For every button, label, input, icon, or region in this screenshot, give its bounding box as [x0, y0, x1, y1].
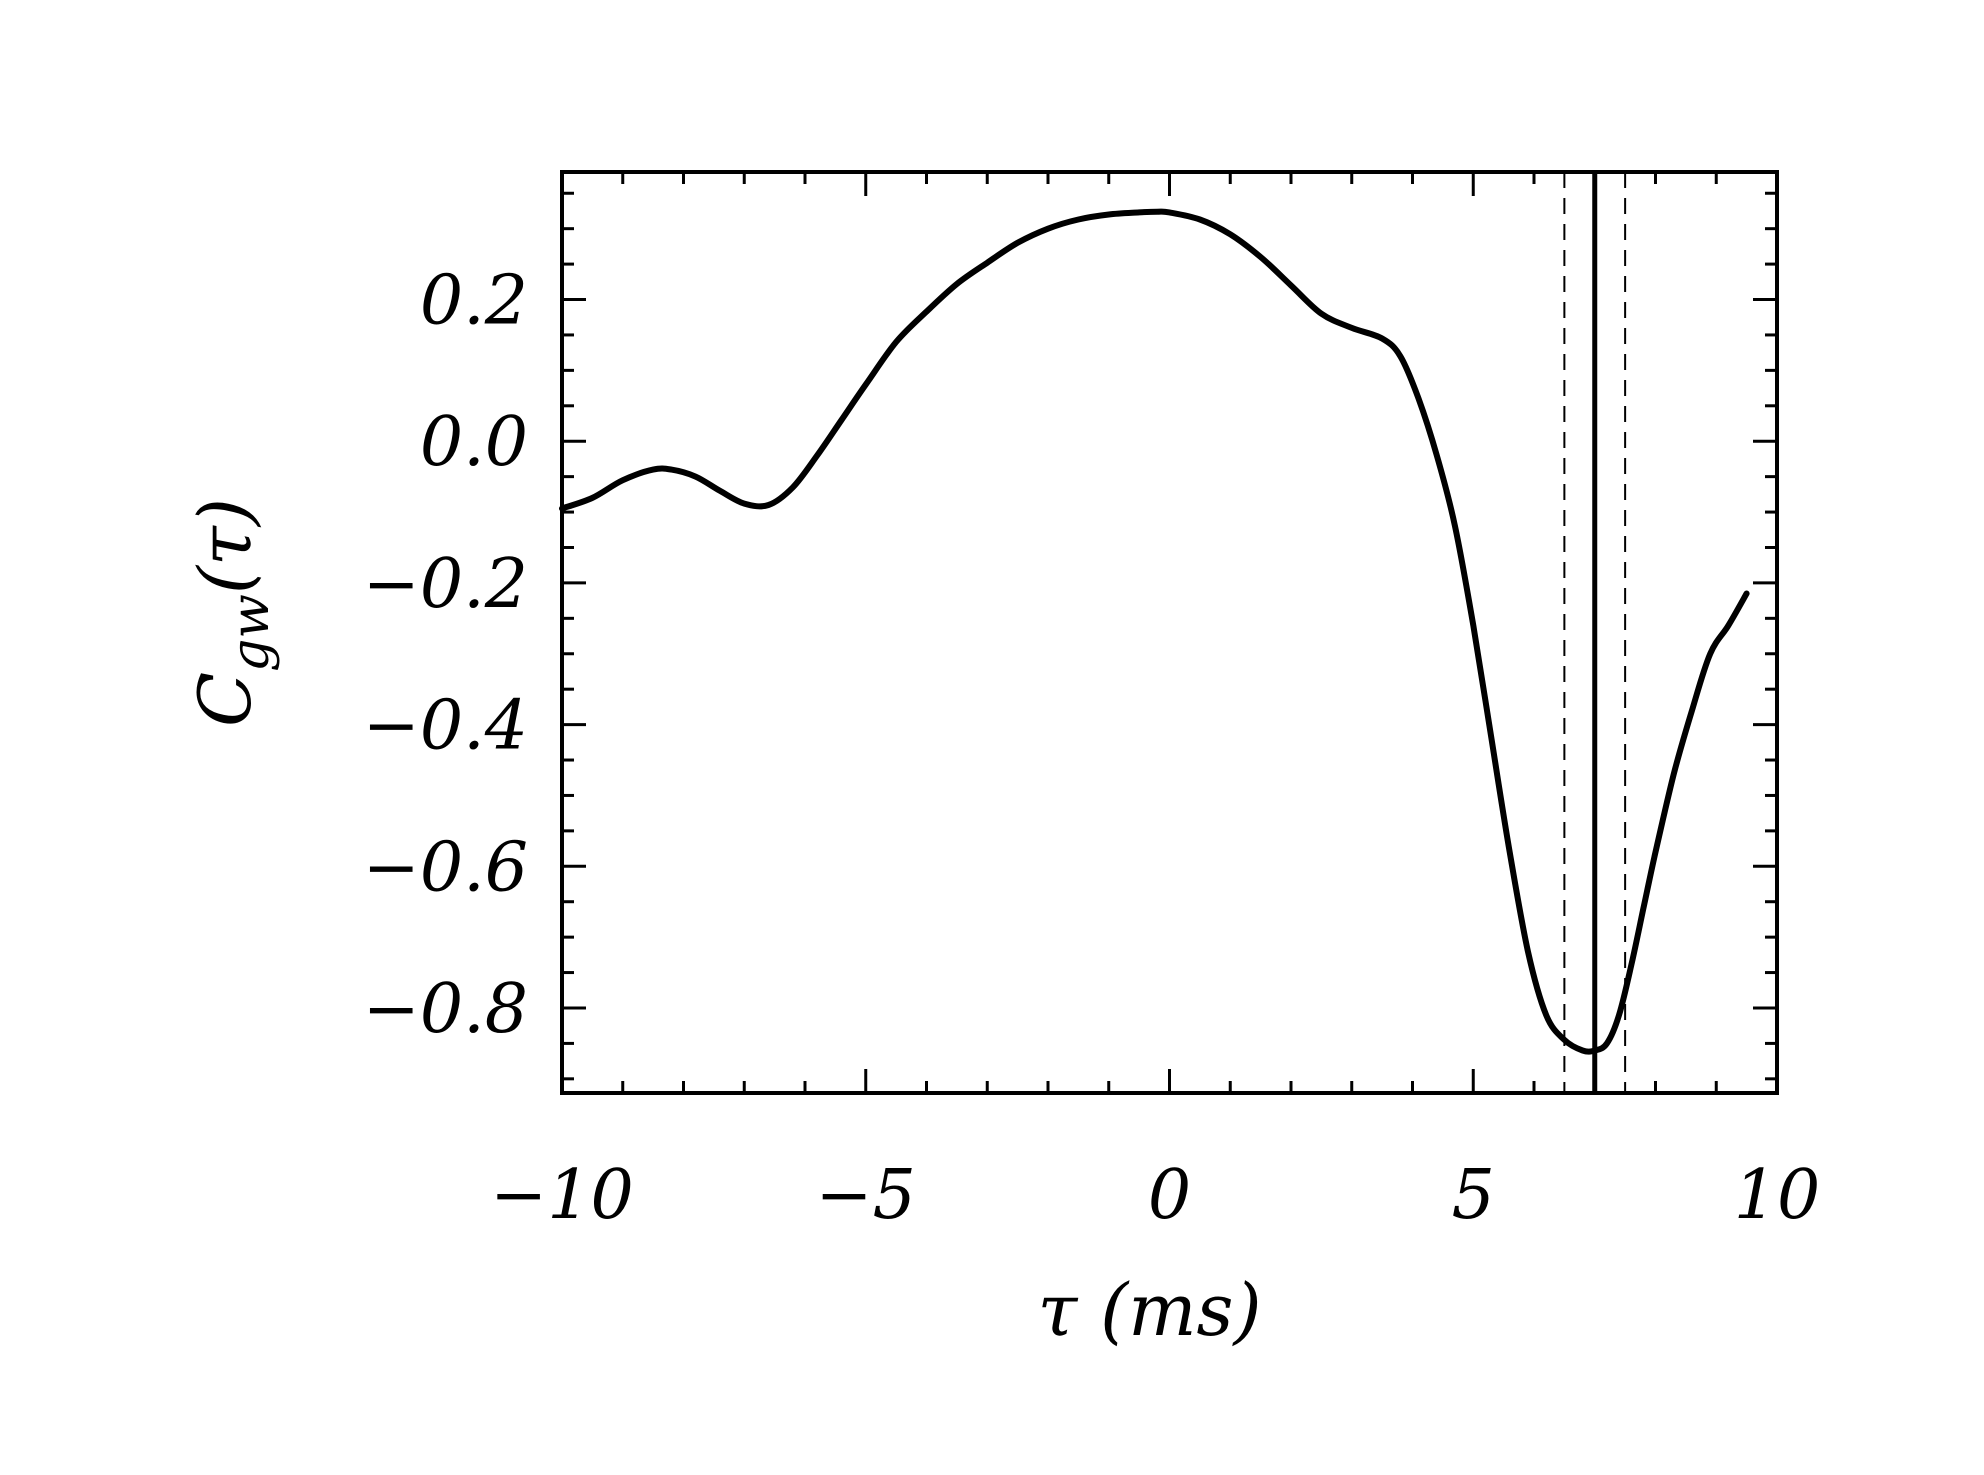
x-tick-label: −10	[490, 1156, 634, 1235]
y-title-base: C	[183, 672, 267, 727]
y-title-argument: (τ)	[183, 498, 267, 594]
x-tick-label: 10	[1734, 1156, 1821, 1235]
plot-frame	[560, 170, 1779, 1095]
y-tick-label: 0.2	[420, 262, 528, 341]
y-tick-label: −0.2	[363, 545, 528, 624]
y-tick-label: −0.8	[363, 970, 528, 1049]
series-layer	[559, 208, 1750, 1055]
tick-labels: −10 −5 0 5 10 −0.8 −0.6 −0.4 −0.2 0.0 0.2	[363, 262, 1820, 1235]
x-axis-title: τ (ms)	[1037, 1268, 1261, 1352]
x-tick-label: −5	[816, 1156, 916, 1235]
y-axis-title: Cgw(τ)	[183, 498, 281, 727]
y-tick-label: −0.6	[363, 828, 528, 907]
series-line	[559, 208, 1750, 1055]
y-tick-label: −0.4	[363, 687, 528, 766]
x-tick-label: 0	[1148, 1156, 1191, 1235]
x-tick-label: 5	[1452, 1156, 1495, 1235]
y-title-subscript: gw	[221, 594, 281, 672]
reference-lines	[1563, 172, 1627, 1093]
y-tick-label: 0.0	[420, 403, 528, 482]
